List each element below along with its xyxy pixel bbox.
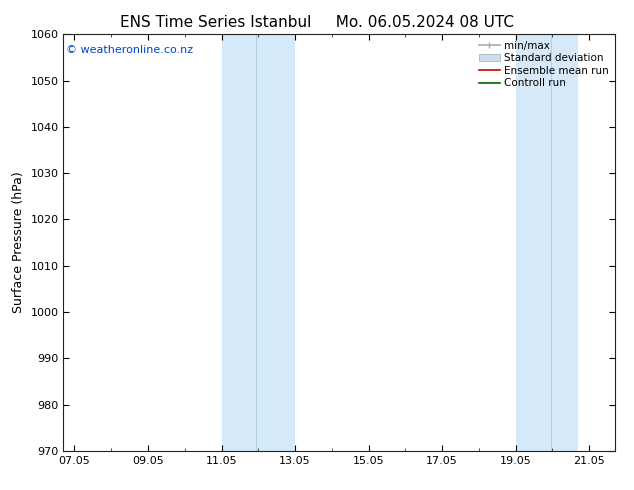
Bar — [551, 34, 578, 451]
Legend: min/max, Standard deviation, Ensemble mean run, Controll run: min/max, Standard deviation, Ensemble me… — [476, 37, 612, 92]
Text: ENS Time Series Istanbul     Mo. 06.05.2024 08 UTC: ENS Time Series Istanbul Mo. 06.05.2024 … — [120, 15, 514, 30]
Bar — [256, 34, 295, 451]
Y-axis label: Surface Pressure (hPa): Surface Pressure (hPa) — [12, 172, 25, 314]
Bar — [221, 34, 256, 451]
Bar — [515, 34, 550, 451]
Text: © weatheronline.co.nz: © weatheronline.co.nz — [66, 45, 193, 55]
